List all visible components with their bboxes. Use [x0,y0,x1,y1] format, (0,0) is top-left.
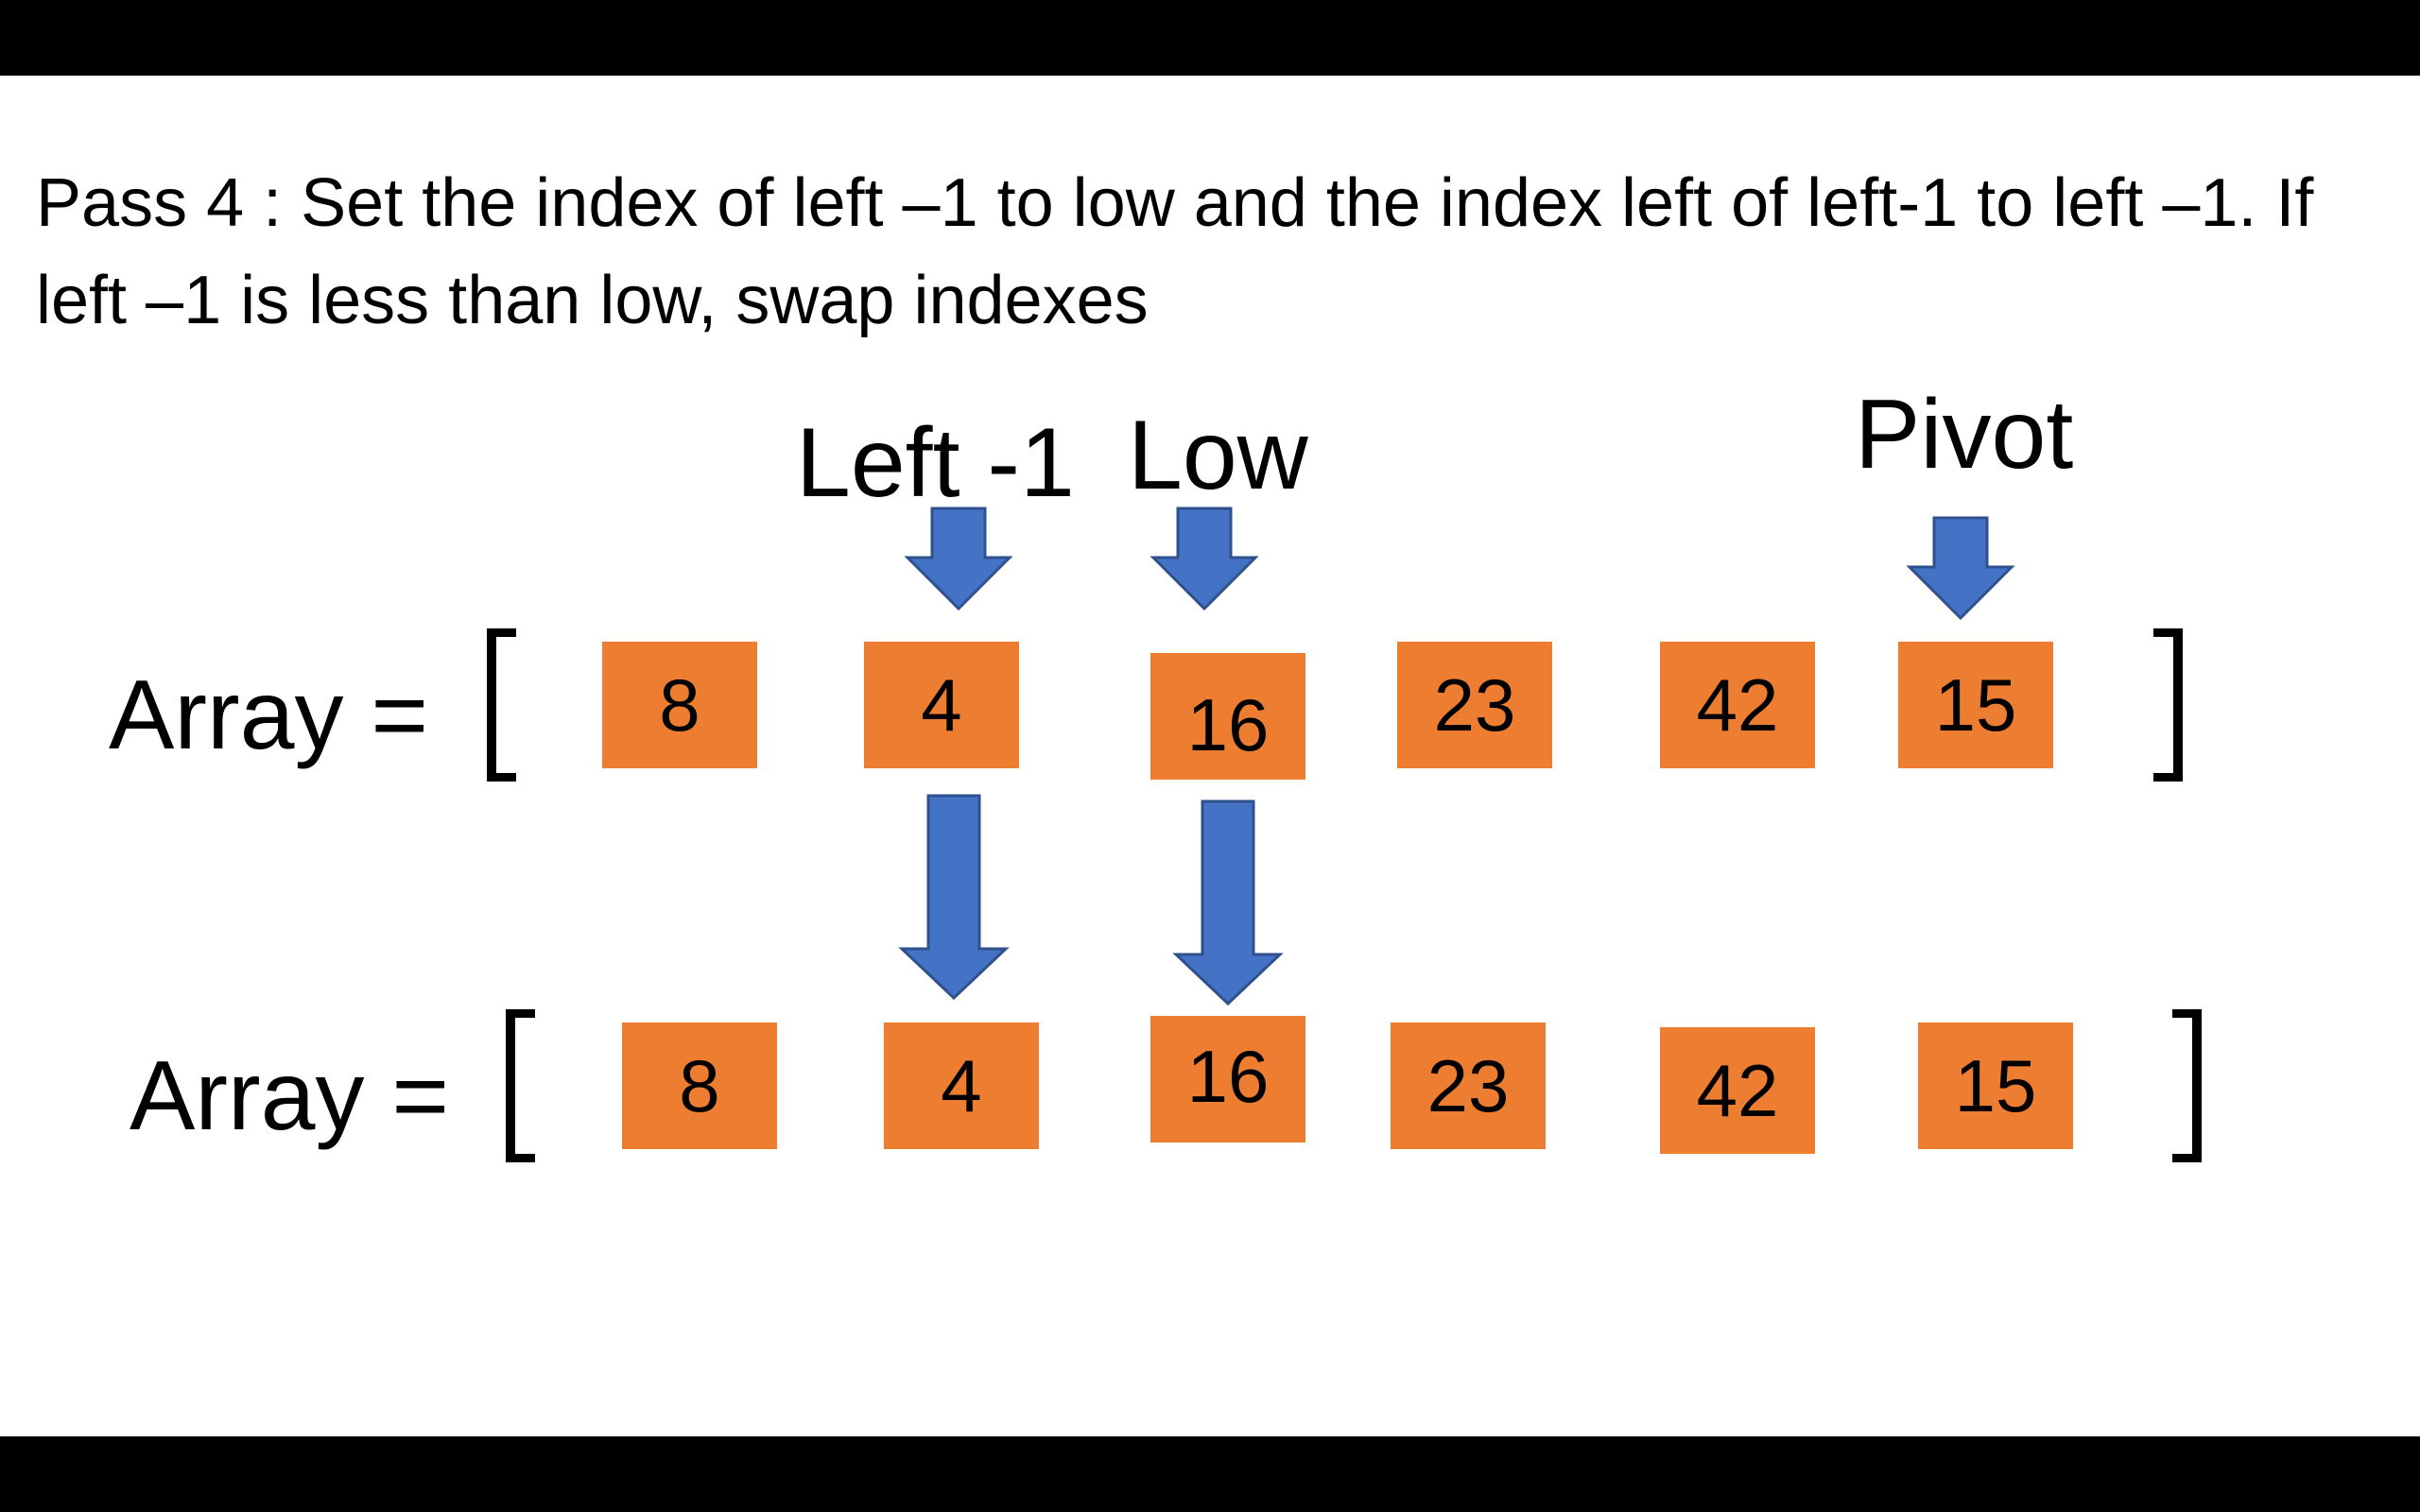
top-letterbox-bar [0,0,2420,76]
array-cell: 42 [1660,1027,1815,1154]
close-bracket-after [2172,1009,2202,1162]
close-bracket-before [2153,628,2183,782]
left-minus-1-label: Left -1 [796,408,1075,518]
array-cell: 4 [884,1022,1039,1149]
step-caption: Pass 4 : Set the index of left –1 to low… [36,165,2314,338]
open-bracket-after [506,1009,535,1162]
array-cell: 15 [1918,1022,2073,1149]
pivot-label: Pivot [1855,380,2074,490]
swap-down-arrow-right-icon [1172,799,1284,1006]
left-minus-1-down-arrow-icon [904,507,1013,611]
array-label-after: Array = [130,1041,450,1151]
array-cell: 8 [602,642,757,768]
bottom-letterbox-bar [0,1436,2420,1512]
array-cell: 8 [622,1022,777,1149]
low-down-arrow-icon [1150,507,1259,611]
array-label-before: Array = [109,661,429,770]
array-cell: 15 [1898,642,2053,768]
open-bracket-before [487,628,516,782]
pivot-down-arrow-icon [1906,516,2015,621]
array-cell: 42 [1660,642,1815,768]
low-label: Low [1128,401,1308,510]
array-cell: 23 [1397,642,1552,768]
array-cell: 16 [1150,1016,1305,1143]
swap-down-arrow-left-icon [898,794,1010,1001]
array-cell: 23 [1391,1022,1546,1149]
array-cell: 4 [864,642,1019,768]
array-cell: 16 [1150,653,1305,780]
